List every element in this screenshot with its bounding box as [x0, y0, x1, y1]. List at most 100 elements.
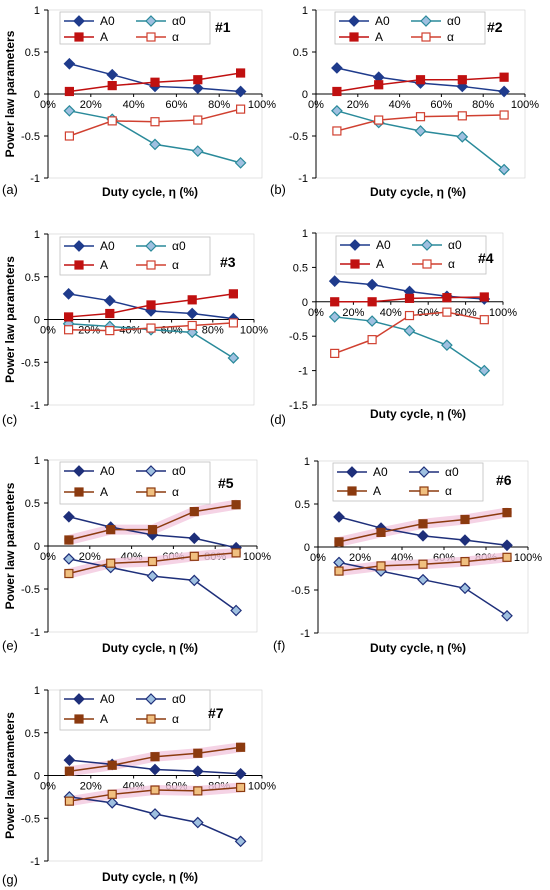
data-point-A0: [106, 68, 119, 81]
legend-marker: [145, 15, 157, 27]
data-point-α: [236, 104, 246, 114]
data-point-α: [334, 566, 344, 576]
legend-marker: [348, 15, 360, 27]
x-tick-label: 60%: [165, 99, 187, 111]
data-point-α: [479, 315, 489, 325]
legend-label: α: [448, 257, 455, 271]
data-point-A0: [191, 82, 204, 94]
legend-label: A: [373, 484, 381, 498]
data-point-α0: [191, 816, 204, 829]
legend-label: α: [445, 484, 452, 498]
data-point-A0: [459, 534, 471, 546]
data-point-A: [418, 519, 428, 529]
chart-id: #2: [487, 19, 503, 35]
data-point-A: [107, 80, 117, 91]
data-point-α: [374, 115, 384, 125]
legend: A0 α0 A α: [335, 235, 487, 275]
data-point-α: [236, 782, 246, 793]
legend: A0 α0 A α: [332, 462, 484, 502]
data-point-α0: [331, 104, 343, 117]
data-point-α: [189, 551, 199, 561]
data-point-A: [146, 300, 156, 310]
panel-tag: (g): [2, 872, 18, 887]
legend-marker: [73, 240, 85, 252]
data-point-α0: [417, 573, 429, 586]
legend-marker: [421, 32, 431, 42]
legend-label: A0: [100, 692, 115, 706]
y-tick-label: 0: [302, 89, 308, 101]
data-point-α0: [227, 352, 240, 364]
legend-marker: [347, 486, 357, 496]
x-tick-label: 40%: [123, 99, 145, 111]
data-point-α: [404, 310, 415, 321]
data-point-A: [231, 500, 241, 510]
data-point-α0: [498, 163, 510, 176]
legend-label: A: [376, 257, 384, 271]
data-point-A: [236, 742, 246, 752]
legend-label: α0: [448, 238, 462, 252]
data-point-α0: [63, 104, 76, 117]
data-point-A: [415, 75, 426, 85]
data-point-α: [460, 557, 470, 567]
chart-id: #5: [218, 475, 234, 491]
data-point-A0: [63, 57, 76, 70]
data-point-A0: [417, 529, 429, 542]
legend-label: α: [172, 712, 179, 726]
data-point-α0: [403, 324, 416, 337]
legend-label: A0: [375, 14, 390, 28]
data-point-α: [502, 552, 512, 562]
y-tick-label: 1: [34, 5, 40, 17]
data-point-α: [332, 126, 342, 136]
data-point-α0: [459, 582, 471, 595]
chart-panel-2: 1 0.5 0 -0.5 -1 0% 20% 40% 60% 80% 100% A0 α0 A α #2 Dut…: [270, 5, 539, 199]
legend-label: A: [100, 30, 108, 44]
data-point-A: [479, 292, 489, 302]
x-tick-label: 100%: [248, 99, 276, 111]
data-point-α0: [191, 145, 204, 157]
data-point-A: [147, 525, 158, 535]
legend-box: [59, 461, 211, 505]
y-tick-label: -1: [300, 628, 310, 640]
legend-marker: [73, 693, 85, 705]
x-tick-label: 100%: [240, 325, 268, 337]
data-point-A: [332, 86, 342, 97]
data-point-α0: [441, 339, 453, 351]
y-tick-label: 1: [34, 455, 40, 467]
chart-id: #3: [220, 254, 236, 270]
data-point-α: [442, 307, 452, 317]
y-tick-label: 0.5: [25, 498, 40, 510]
panel-tag: (f): [273, 638, 285, 653]
data-point-A0: [186, 307, 199, 320]
data-point-α0: [149, 808, 161, 820]
legend-marker: [350, 259, 360, 269]
legend-marker: [146, 487, 156, 497]
data-point-A: [106, 525, 116, 535]
x-tick-label: 80%: [455, 307, 477, 319]
data-point-A: [187, 295, 197, 305]
x-tick-label: 20%: [79, 551, 101, 563]
data-point-A: [228, 289, 238, 299]
data-point-α: [64, 568, 74, 579]
y-tick-label: -1.5: [289, 400, 308, 412]
legend: A0 α0 A α: [59, 11, 211, 45]
legend-label: A0: [376, 238, 391, 252]
data-point-α: [499, 110, 509, 120]
panel-tag: (d): [270, 412, 286, 427]
data-point-α0: [146, 570, 159, 582]
x-axis-label: Duty cycle, η (%): [370, 641, 466, 655]
x-axis-label: Duty cycle, η (%): [370, 407, 466, 421]
legend-label: A: [100, 485, 108, 499]
legend-marker: [74, 32, 84, 42]
x-tick-label: 40%: [380, 307, 402, 319]
x-tick-label: 80%: [202, 325, 224, 337]
chart-panel-1: 1 0.5 0 -0.5 -1 0% 20% 40% 60% 80% 100% A0 α0 A α #1 Pow…: [2, 5, 276, 199]
panel-tag: (c): [2, 412, 17, 427]
x-tick-label: 60%: [417, 307, 439, 319]
legend-marker: [145, 240, 157, 252]
y-axis-label: Power law parameters: [3, 712, 17, 839]
y-tick-label: 0: [34, 541, 40, 553]
data-point-A0: [103, 294, 116, 307]
data-point-α: [107, 789, 117, 799]
data-point-α: [231, 548, 241, 558]
